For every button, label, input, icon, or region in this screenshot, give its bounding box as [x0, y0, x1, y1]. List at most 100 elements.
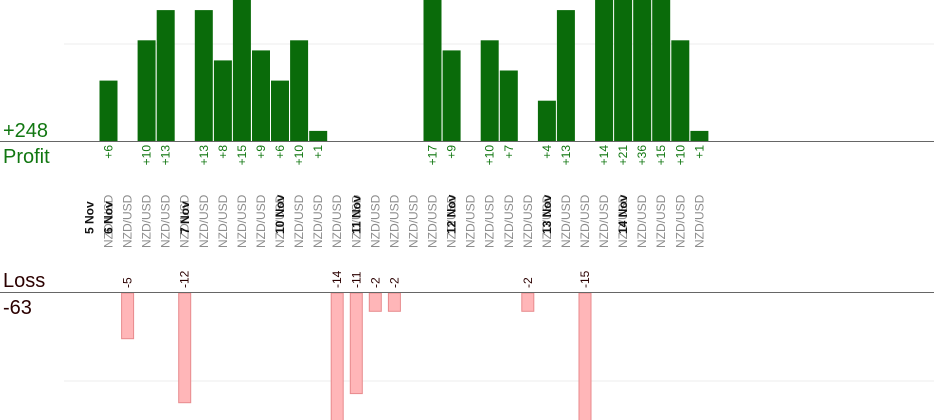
profit-value-label: +9 [445, 145, 459, 159]
profit-bar [99, 80, 118, 141]
loss-total: -63 [3, 297, 32, 319]
pair-label: NZD/USD [140, 194, 154, 248]
profit-bar [671, 40, 690, 141]
pair-label: NZD/USD [216, 194, 230, 248]
profit-value-label: +15 [654, 145, 668, 166]
profit-bar [290, 40, 309, 141]
profit-value-label: +9 [254, 145, 268, 159]
value-labels: +6 -5 +10 +13 -12 +13 +8 +15 +9 +6 +10 +1 -14 -11 -2 -2… [102, 145, 707, 288]
pair-label: NZD/USD [559, 194, 573, 248]
profit-bar [137, 40, 156, 141]
profit-value-label: +4 [540, 145, 554, 159]
pair-label: NZD/USD [673, 194, 687, 248]
profit-value-label: +1 [692, 145, 706, 159]
profit-value-label: +10 [140, 145, 154, 166]
profit-bar [213, 60, 232, 141]
loss-bar [349, 292, 363, 395]
pair-label: NZD/USD [502, 194, 516, 248]
day-label: 7 Nov [178, 201, 192, 234]
pair-label: NZD/USD [330, 194, 344, 248]
profit-value-label: +10 [673, 145, 687, 166]
loss-value-label: -2 [368, 277, 382, 288]
profit-value-label: +7 [502, 145, 516, 159]
pair-label: NZD/USD [197, 194, 211, 248]
loss-value-label: -11 [349, 271, 363, 288]
profit-bar [690, 130, 709, 141]
profit-label: Profit [3, 146, 50, 168]
profit-bars [99, 0, 709, 141]
profit-bar [595, 0, 614, 141]
loss-bar [521, 292, 535, 312]
loss-bar [121, 292, 135, 340]
loss-label: Loss [3, 270, 45, 292]
profit-value-label: +17 [426, 145, 440, 166]
pair-label: NZD/USD [387, 194, 401, 248]
loss-bar [330, 292, 344, 420]
profit-value-label: +13 [559, 145, 573, 166]
profit-bar [480, 40, 499, 141]
loss-bar [387, 292, 401, 312]
profit-bar [556, 10, 575, 141]
pair-label: NZD/USD [311, 194, 325, 248]
profit-bar [194, 10, 213, 141]
day-label: 10 Nov [273, 194, 287, 234]
pair-label: NZD/USD [102, 194, 116, 248]
profit-bar [442, 50, 461, 141]
day-label: 13 Nov [540, 194, 554, 234]
pair-label: NZD/USD [540, 194, 554, 248]
profit-bar [252, 50, 270, 141]
pair-label: NZD/USD [597, 194, 611, 248]
pair-label: NZD/USD [635, 194, 649, 248]
pair-label: NZD/USD [273, 194, 287, 248]
category-labels: NZD/USD NZD/USD NZD/USD NZD/USD NZD/USD NZD/U… [83, 194, 707, 248]
profit-value-label: +21 [616, 145, 630, 166]
day-label: 11 Nov [349, 195, 363, 234]
profit-bar [499, 70, 518, 141]
loss-value-label: -2 [521, 277, 535, 288]
loss-value-label: -15 [578, 270, 592, 288]
profit-value-label: +6 [102, 145, 116, 159]
day-label: 5 Nov [83, 201, 97, 234]
profit-bar [652, 0, 671, 141]
pair-label: NZD/USD [616, 194, 630, 248]
pair-label: NZD/USD [426, 194, 440, 248]
pair-label: NZD/USD [407, 194, 421, 248]
pair-label: NZD/USD [368, 194, 382, 248]
loss-value-label: -5 [121, 277, 135, 288]
profit-value-label: +14 [597, 145, 611, 166]
day-label: 14 Nov [616, 194, 630, 234]
profit-value-label: +15 [235, 145, 249, 166]
profit-value-label: +6 [273, 145, 287, 159]
pair-label: NZD/USD [349, 194, 363, 248]
profit-bar [537, 100, 556, 141]
profit-value-label: +8 [216, 145, 230, 159]
profit-bar [271, 80, 289, 141]
loss-value-label: -14 [330, 270, 344, 288]
pair-label: NZD/USD [578, 194, 592, 248]
profit-bar [423, 0, 442, 141]
loss-bars [121, 292, 592, 420]
pair-label: NZD/USD [483, 194, 497, 248]
profit-bar [614, 0, 633, 141]
pair-label: NZD/USD [159, 194, 173, 248]
loss-bar [178, 292, 192, 404]
pair-label: NZD/USD [254, 194, 268, 248]
profit-bar [156, 10, 175, 141]
profit-value-label: +13 [197, 145, 211, 166]
pair-label: NZD/USD [121, 194, 135, 248]
pair-label: NZD/USD [654, 194, 668, 248]
loss-value-label: -12 [178, 270, 192, 288]
axis-layer [0, 141, 934, 293]
profit-total: +248 [3, 120, 48, 142]
profit-bar [309, 130, 328, 141]
profit-bar [633, 0, 652, 141]
pair-label: NZD/USD [445, 194, 459, 248]
profit-value-label: +10 [483, 145, 497, 166]
loss-value-label: -2 [387, 277, 401, 288]
day-label: 12 Nov [445, 194, 459, 234]
profit-value-label: +13 [159, 145, 173, 166]
grid-layer [64, 43, 934, 382]
pair-label: NZD/USD [178, 194, 192, 248]
